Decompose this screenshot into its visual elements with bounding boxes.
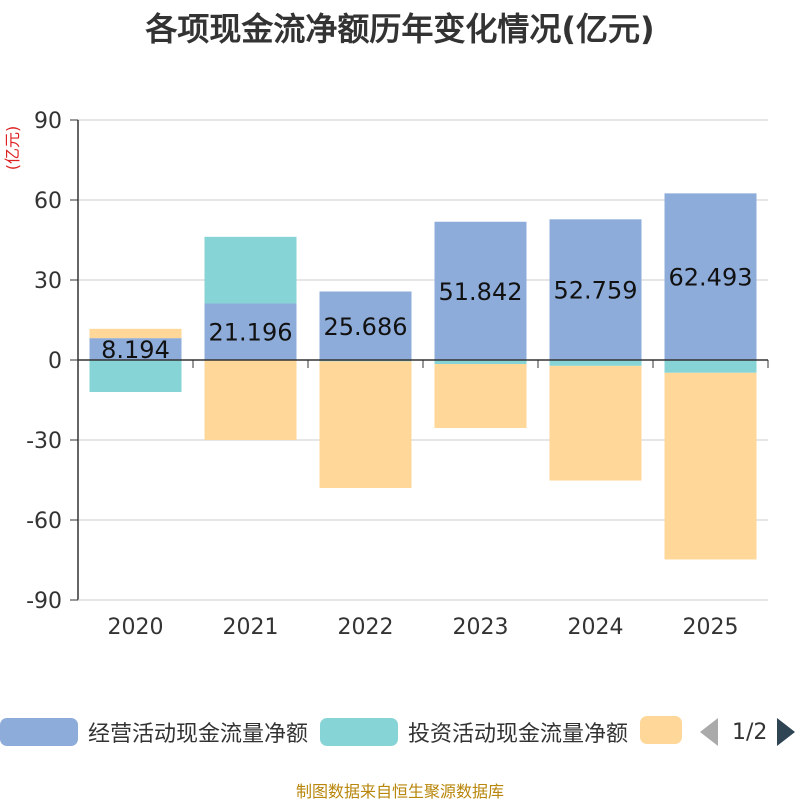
x-tick-label: 2020: [108, 615, 164, 640]
x-tick-label: 2022: [338, 615, 394, 640]
legend-swatch-financing: [640, 716, 682, 744]
data-source-note: 制图数据来自恒生聚源数据库: [295, 782, 504, 801]
bar-2025-series-2[interactable]: [664, 372, 757, 560]
data-label-2024: 52.759: [554, 277, 638, 305]
legend-item-operating[interactable]: 经营活动现金流量净额: [0, 716, 308, 748]
data-label-2020: 8.194: [101, 336, 170, 364]
bar-2024-series-1[interactable]: [549, 360, 642, 366]
bar-2025-series-0[interactable]: [664, 193, 757, 360]
x-tick-label: 2023: [453, 615, 509, 640]
y-tick-label: -90: [26, 589, 62, 614]
data-label-2022: 25.686: [324, 313, 408, 341]
legend: 经营活动现金流量净额 投资活动现金流量净额 1/2: [0, 716, 800, 756]
bar-2023-series-2[interactable]: [434, 364, 527, 428]
legend-label-investing: 投资活动现金流量净额: [408, 722, 629, 747]
bar-2023-series-1[interactable]: [434, 360, 527, 364]
data-label-2025: 62.493: [669, 264, 753, 292]
bar-2022-series-0[interactable]: [319, 291, 412, 360]
y-tick-label: 60: [34, 189, 62, 214]
bar-2021-series-0[interactable]: [204, 303, 297, 360]
legend-item-investing[interactable]: 投资活动现金流量净额: [320, 716, 628, 748]
bar-2020-series-0[interactable]: [89, 338, 182, 360]
bar-2020-series-2[interactable]: [89, 328, 182, 339]
bars: [89, 193, 757, 560]
legend-swatch-investing: [320, 718, 398, 746]
legend-page-indicator: 1/2: [732, 719, 768, 745]
data-labels: 8.194 21.196 25.686 51.842 52.759 62.493: [101, 264, 752, 364]
x-tick-label: 2025: [683, 615, 739, 640]
x-tick-label: 2021: [223, 615, 279, 640]
y-tick-label: -60: [26, 509, 62, 534]
y-tick-label: 30: [34, 269, 62, 294]
legend-pager: 1/2: [700, 718, 796, 746]
chart-title: 各项现金流净额历年变化情况(亿元): [145, 10, 655, 48]
axes: [77, 120, 769, 601]
bar-2021-series-1[interactable]: [204, 236, 297, 304]
bar-2023-series-0[interactable]: [434, 221, 527, 360]
bar-2020-series-1[interactable]: [89, 360, 182, 392]
data-label-2023: 51.842: [439, 278, 523, 306]
x-tick-label: 2024: [568, 615, 624, 640]
legend-item-financing[interactable]: [640, 716, 682, 744]
legend-next-icon[interactable]: [777, 718, 796, 746]
bar-2022-series-2[interactable]: [319, 361, 412, 488]
data-label-2021: 21.196: [209, 319, 293, 347]
bar-2021-series-2[interactable]: [204, 360, 297, 440]
legend-label-operating: 经营活动现金流量净额: [88, 722, 309, 747]
y-tick-label: 0: [48, 349, 62, 374]
bar-2024-series-2[interactable]: [549, 365, 642, 481]
y-tick-label: -30: [26, 429, 62, 454]
bar-2024-series-0[interactable]: [549, 219, 642, 360]
y-axis-label: (亿元): [3, 126, 22, 171]
tick-labels: 90 60 30 0 -30 -60 -90 2020 2021 2022 2023 2024 2025: [26, 109, 738, 640]
legend-swatch-operating: [0, 718, 78, 746]
legend-prev-icon[interactable]: [700, 718, 718, 746]
y-tick-label: 90: [34, 109, 62, 134]
bar-2025-series-1[interactable]: [664, 360, 757, 373]
